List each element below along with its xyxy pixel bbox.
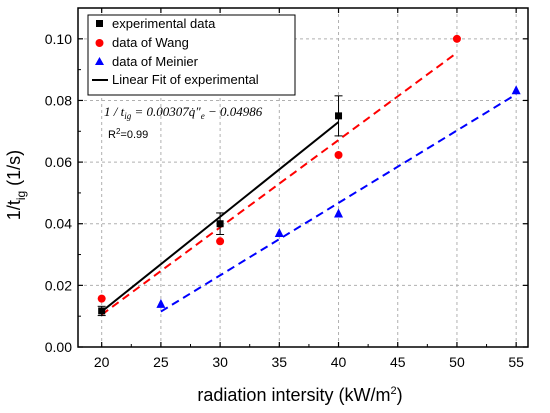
legend-label-experimental: experimental data [112,16,216,31]
x-tick-label: 45 [390,354,406,370]
wang-point [334,151,343,160]
meinier-point [274,227,284,237]
wang-point [97,294,106,303]
legend: experimental data data of Wang data of M… [87,14,296,96]
wang-point [452,34,461,43]
x-tick-label: 55 [508,354,524,370]
y-tick-label: 0.10 [45,31,72,47]
legend-label-wang: data of Wang [112,35,189,50]
x-axis-title: radiation intersity (kW/m2) [197,385,402,405]
fit-equation: 1 / tig = 0.00307q̇″e − 0.04986 [104,104,263,121]
legend-marker-wang [95,39,104,47]
experimental-point [98,307,106,315]
y-tick-label: 0.00 [45,339,72,355]
y-tick-label: 0.02 [45,277,72,293]
dashed-fit-line [160,93,517,313]
x-tick-label: 50 [449,354,465,370]
y-axis-title: 1/tig (1/s) [4,150,28,220]
x-tick-label: 20 [94,354,110,370]
meinier-point [511,85,521,95]
dashed-fit-line [101,51,458,316]
x-tick-label: 35 [272,354,288,370]
legend-label-fit: Linear Fit of experimental [112,72,259,87]
x-tick-label: 30 [212,354,228,370]
y-tick-label: 0.08 [45,92,72,108]
legend-marker-meinier [95,57,104,65]
experimental-point [216,220,224,228]
x-tick-label: 40 [331,354,347,370]
wang-point [216,237,225,246]
legend-label-meinier: data of Meinier [112,54,199,69]
meinier-point [334,208,344,218]
y-tick-label: 0.04 [45,216,72,232]
axis-ticks: 20 25 30 35 40 45 50 55 0.00 0.02 0.04 0.06 0.08 0.10 [45,8,528,370]
r-squared-label: R2=0.99 [108,127,148,141]
x-tick-label: 25 [153,354,169,370]
legend-box [87,14,296,96]
plot-frame [77,7,529,348]
data-points [97,34,521,315]
y-tick-label: 0.06 [45,154,72,170]
experimental-point [335,112,343,120]
legend-marker-experimental [96,20,103,27]
meinier-point [156,298,166,308]
